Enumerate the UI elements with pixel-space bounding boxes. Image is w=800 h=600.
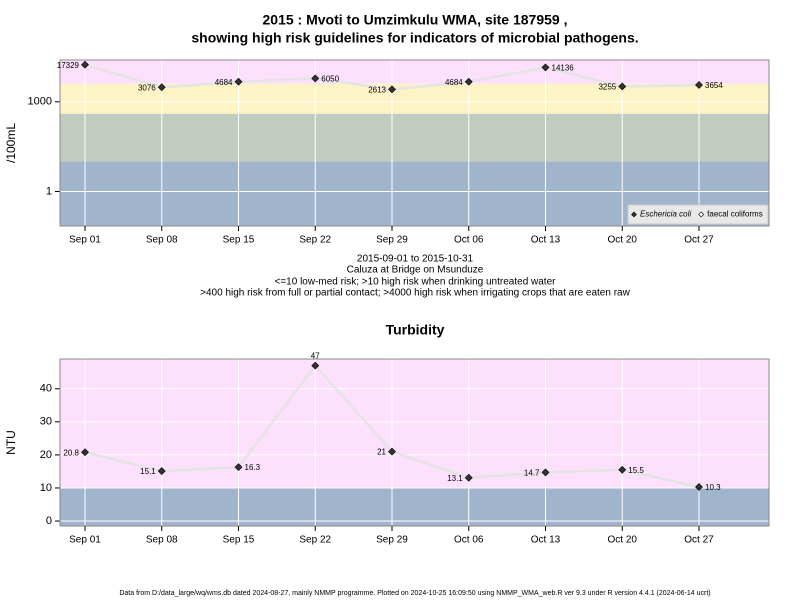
data-label: 13.1 — [447, 474, 463, 483]
chart-title: Turbidity — [386, 322, 445, 338]
y-axis-label: NTU — [4, 430, 18, 455]
risk-band — [60, 487, 769, 526]
legend-marker — [698, 211, 705, 218]
y-axis-label: /100mL — [4, 123, 18, 163]
data-point — [541, 63, 550, 72]
footer: Data from D:/data_large/wq/wms.db dated … — [119, 590, 710, 597]
x-tick-label: Oct 27 — [684, 535, 714, 546]
x-tick-label: Oct 27 — [684, 235, 714, 246]
data-point — [464, 473, 473, 482]
data-point — [695, 81, 703, 89]
x-tick-label: Sep 01 — [69, 235, 101, 246]
data-label: 15.5 — [628, 466, 644, 475]
x-tick-label: Oct 06 — [454, 535, 484, 546]
data-label: 4684 — [445, 78, 463, 87]
data-point — [464, 77, 473, 86]
risk-band — [60, 83, 769, 114]
data-label: 3255 — [598, 83, 616, 92]
x-tick-label: Oct 20 — [608, 235, 638, 246]
x-tick-label: Sep 29 — [376, 535, 408, 546]
note: Caluza at Bridge on Msunduze — [347, 265, 484, 276]
data-point — [234, 463, 243, 472]
note: >400 high risk from full or partial cont… — [200, 288, 630, 299]
data-point — [695, 483, 703, 491]
note: <=10 low-med risk; >10 high risk when dr… — [275, 277, 557, 288]
plot-frame — [59, 59, 770, 227]
chart-title: 2015 : Mvoti to Umzimkulu WMA, site 1879… — [263, 12, 568, 28]
risk-band — [60, 60, 769, 84]
x-tick-label: Oct 20 — [608, 535, 638, 546]
data-label: 14136 — [552, 64, 575, 73]
y-tick-label: 0 — [46, 515, 52, 527]
note: 2015-09-01 to 2015-10-31 — [357, 254, 474, 265]
data-point — [618, 82, 627, 91]
legend-box — [627, 204, 769, 225]
y-tick-label: 20 — [40, 449, 52, 461]
x-tick-label: Sep 22 — [299, 535, 331, 546]
data-label: 4684 — [215, 78, 233, 87]
x-tick-label: Sep 15 — [223, 235, 255, 246]
y-tick-label: 10 — [40, 482, 52, 494]
data-label: 6050 — [321, 75, 339, 84]
data-label: 2613 — [368, 85, 386, 94]
data-point — [234, 77, 243, 86]
y-tick-label: 1000 — [28, 96, 52, 108]
data-label: 20.8 — [63, 448, 79, 457]
data-label: 47 — [311, 352, 320, 361]
data-point — [81, 448, 89, 457]
data-point — [618, 465, 627, 474]
y-tick-label: 40 — [40, 383, 52, 395]
legend-marker — [631, 211, 637, 218]
x-tick-label: Sep 08 — [146, 535, 178, 546]
x-tick-label: Sep 08 — [146, 235, 178, 246]
x-tick-label: Oct 13 — [531, 235, 561, 246]
data-point — [157, 467, 166, 476]
x-tick-label: Oct 06 — [454, 235, 484, 246]
data-point — [157, 83, 166, 92]
x-tick-label: Oct 13 — [531, 535, 561, 546]
legend-label: faecal coliforms — [707, 210, 763, 219]
data-label: 21 — [377, 448, 386, 457]
data-label: 17329 — [57, 61, 80, 70]
x-tick-label: Sep 01 — [69, 535, 101, 546]
data-point — [311, 361, 320, 370]
data-label: 15.1 — [140, 467, 156, 476]
data-label: 10.3 — [705, 483, 721, 492]
data-label: 3654 — [705, 81, 723, 90]
data-point — [81, 60, 89, 69]
data-label: 3076 — [138, 83, 156, 92]
data-label: 14.7 — [524, 469, 540, 478]
x-tick-label: Sep 15 — [223, 535, 255, 546]
risk-band — [60, 113, 769, 162]
x-tick-label: Sep 29 — [376, 235, 408, 246]
y-tick-label: 30 — [40, 416, 52, 428]
risk-band — [60, 359, 769, 488]
data-point — [388, 447, 396, 456]
y-tick-label: 1 — [46, 185, 52, 197]
data-point — [311, 74, 320, 83]
plot-frame — [59, 358, 770, 527]
data-point — [541, 468, 550, 477]
data-point — [388, 85, 396, 94]
data-label: 16.3 — [245, 463, 261, 472]
x-tick-label: Sep 22 — [299, 235, 331, 246]
legend-label: Eschericia coli — [640, 210, 691, 219]
chart-title: showing high risk guidelines for indicat… — [191, 30, 638, 46]
